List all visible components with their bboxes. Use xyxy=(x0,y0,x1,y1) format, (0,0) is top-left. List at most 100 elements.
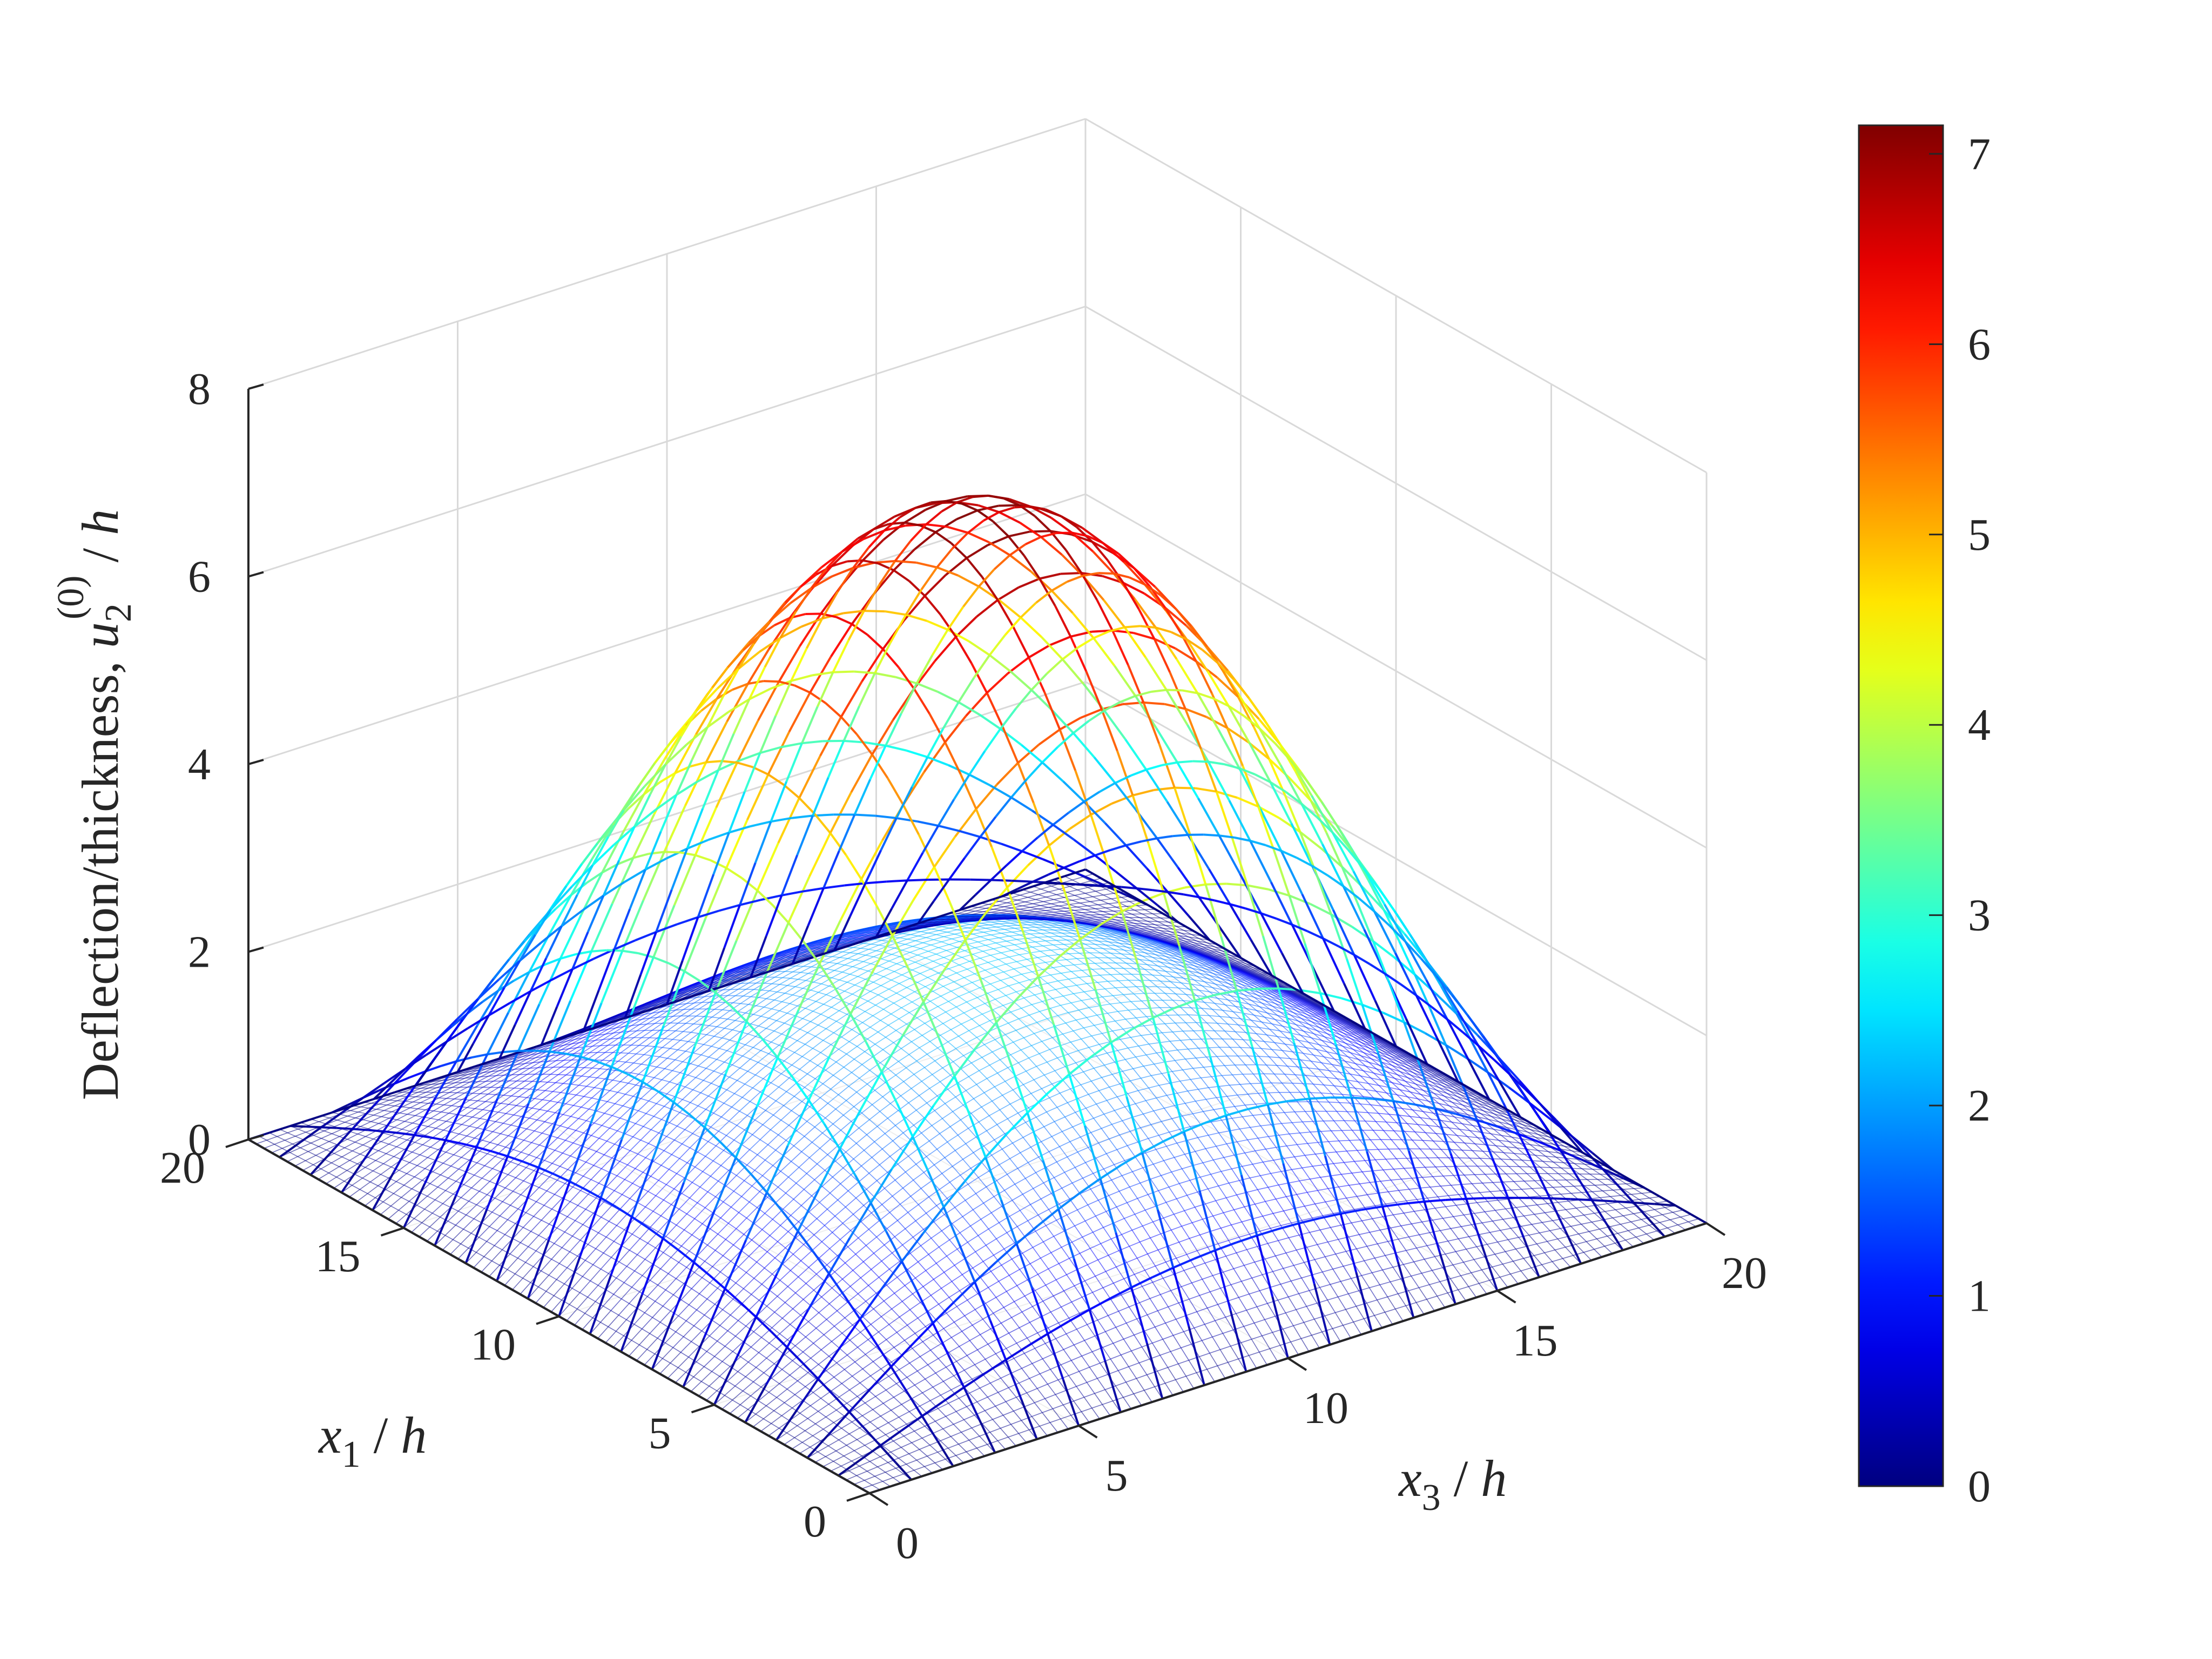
mesh-fine-line xyxy=(887,1172,903,1189)
mesh-fine-line xyxy=(1183,1270,1200,1296)
mesh-fine-line xyxy=(487,1120,504,1124)
mesh-fine-line xyxy=(388,1143,405,1150)
mesh-fine-line xyxy=(379,1103,395,1107)
mesh-fine-line xyxy=(638,1110,654,1117)
mesh-fine-line xyxy=(497,1184,514,1192)
mesh-fine-line xyxy=(352,1185,368,1194)
mesh-fine-line xyxy=(399,1112,415,1116)
mesh-fine-line xyxy=(1095,1216,1112,1239)
mesh-fine-line xyxy=(950,1029,967,1043)
mesh-fine-line xyxy=(539,1081,556,1083)
mesh-fine-line xyxy=(466,1215,482,1223)
mesh-fine-line xyxy=(804,1136,820,1149)
mesh-fine-line xyxy=(596,1110,612,1116)
mesh-fine-line xyxy=(741,1144,758,1155)
mesh-fine-line xyxy=(696,1042,712,1047)
mesh-fine-line xyxy=(1132,1171,1149,1195)
mesh-fine-line xyxy=(559,1212,576,1221)
mesh-fine-line xyxy=(815,1036,832,1045)
mesh-fine-line xyxy=(752,1087,768,1097)
mesh-fine-line xyxy=(847,957,864,962)
mesh-fine-line xyxy=(1036,1388,1054,1410)
mesh-fine-line xyxy=(1246,1249,1263,1275)
mesh-fine-line xyxy=(980,1334,996,1354)
mesh-fine-line xyxy=(600,1321,617,1332)
mesh-fine-line xyxy=(1063,1404,1080,1426)
mesh-fine-line xyxy=(1043,1126,1060,1147)
mesh-fine-line xyxy=(902,1301,918,1319)
mesh-fine-line xyxy=(1096,1103,1112,1125)
mesh-fine-line xyxy=(1143,1114,1159,1136)
mesh-fine-line xyxy=(1125,1323,1143,1347)
mesh-fine-line xyxy=(902,1188,919,1205)
mesh-fine-line xyxy=(746,1164,763,1176)
mesh-fine-line xyxy=(538,1187,555,1195)
mesh-fine-line xyxy=(1121,1234,1138,1259)
mesh-fine-line xyxy=(367,1157,384,1164)
mesh-fine-line xyxy=(690,1063,706,1069)
mesh-fine-line xyxy=(869,1421,886,1435)
mesh-fine-line xyxy=(922,1286,939,1305)
mesh-fine-line xyxy=(732,1029,748,1035)
mesh-fine-line xyxy=(866,1134,883,1150)
mesh-fine-line xyxy=(1162,1339,1179,1364)
mesh-fine-line xyxy=(642,1275,658,1286)
mesh-fine-line xyxy=(1236,1313,1252,1340)
mesh-fine-line xyxy=(1090,1132,1107,1154)
mesh-fine-line xyxy=(944,1157,961,1176)
mesh-fine-line xyxy=(517,1257,534,1267)
mesh-fine-line xyxy=(544,1205,560,1213)
mesh-fine-line xyxy=(845,1263,861,1278)
mesh-fine-line xyxy=(992,1051,1008,1068)
mesh-fine-line xyxy=(1010,1424,1027,1443)
mesh-fine-line xyxy=(711,1046,727,1051)
mesh-fine-line xyxy=(880,1456,896,1469)
mesh-fine-line xyxy=(917,1371,934,1387)
mesh-fine-line xyxy=(901,1354,918,1372)
mesh-fine-line xyxy=(1011,1317,1028,1339)
mesh-fine-line xyxy=(1100,1243,1117,1267)
mesh-fine-line xyxy=(403,1184,420,1193)
mesh-fine-line xyxy=(782,1264,799,1278)
mesh-fine-line xyxy=(410,1107,426,1110)
mesh-fine-line xyxy=(1125,1381,1142,1406)
mesh-fine-line xyxy=(1204,1263,1221,1289)
mesh-fine-line xyxy=(861,1165,878,1181)
mesh-fine-line xyxy=(907,1212,924,1230)
mesh-fine-line xyxy=(623,1044,639,1046)
mesh-fine-line xyxy=(1048,1151,1065,1173)
mesh-fine-line xyxy=(965,1143,982,1162)
mesh-fine-line xyxy=(761,1229,778,1242)
mesh-fine-line xyxy=(632,1233,648,1244)
mesh-fine-line xyxy=(1037,1274,1054,1297)
mesh-fine-line xyxy=(923,1117,940,1134)
mesh-fine-line xyxy=(828,1404,845,1417)
mesh-fine-line xyxy=(1068,1375,1085,1398)
mesh-fine-line xyxy=(436,1103,452,1107)
mesh-fine-line xyxy=(1054,1121,1070,1142)
mesh-fine-line xyxy=(576,1094,592,1098)
mesh-fine-line xyxy=(712,1016,727,1020)
mesh-fine-line xyxy=(657,1338,673,1348)
mesh-fine-line xyxy=(924,1067,941,1082)
mesh-fine-line xyxy=(539,1109,556,1114)
mesh-fine-line xyxy=(938,1304,955,1323)
mesh-fine-line xyxy=(680,1040,696,1043)
mesh-fine-line xyxy=(1079,1253,1096,1277)
mesh-fine-line xyxy=(586,1120,602,1126)
mesh-fine-line xyxy=(1230,1284,1247,1311)
mesh-fine-line xyxy=(953,1424,969,1441)
mesh-fine-line xyxy=(622,1105,639,1111)
mesh-fine-line xyxy=(897,1220,914,1238)
mesh-fine-line xyxy=(652,1263,669,1274)
mesh-fine-line xyxy=(581,1075,597,1078)
mesh-fine-line xyxy=(995,1406,1011,1425)
mesh-fine-line xyxy=(689,1304,705,1316)
mesh-fine-line xyxy=(852,966,868,972)
mesh-fine-line xyxy=(956,1006,972,1020)
mesh-fine-line xyxy=(1008,1022,1024,1038)
mesh-fine-line xyxy=(1204,1324,1221,1350)
mesh-fine-line xyxy=(794,1052,811,1061)
mesh-fine-line xyxy=(1105,1331,1122,1355)
mesh-fine-line xyxy=(725,1239,741,1251)
